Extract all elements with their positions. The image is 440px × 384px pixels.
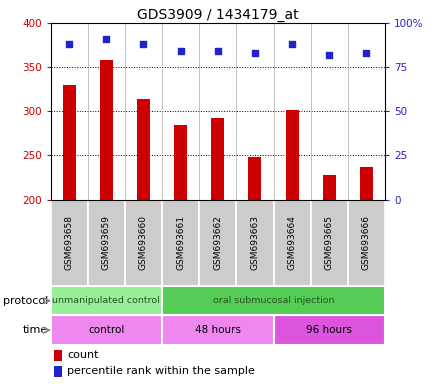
Bar (88, 200, 125, 286)
Point (363, 50, 370, 56)
Bar (162, 286, 385, 315)
Bar (162, 200, 199, 286)
Text: GSM693661: GSM693661 (176, 215, 185, 270)
Bar (348, 200, 385, 286)
Point (66, 41, 73, 47)
Point (251, 50, 258, 56)
Bar (323, 175, 336, 200)
Text: 96 hours: 96 hours (306, 325, 352, 335)
Text: GSM693664: GSM693664 (288, 215, 297, 270)
Text: time: time (23, 325, 48, 335)
Text: unmanipulated control: unmanipulated control (52, 296, 160, 305)
Bar (236, 200, 274, 286)
Text: GSM693660: GSM693660 (139, 215, 148, 270)
Bar (211, 118, 224, 200)
Bar (162, 315, 274, 345)
Text: GSM693666: GSM693666 (362, 215, 371, 270)
Text: GSM693665: GSM693665 (325, 215, 334, 270)
Text: protocol: protocol (3, 296, 48, 306)
Point (140, 41, 147, 47)
Bar (286, 109, 299, 200)
Bar (54, 350, 62, 361)
Bar (174, 124, 187, 200)
Text: GSM693662: GSM693662 (213, 215, 222, 270)
Bar (360, 167, 373, 200)
Point (326, 52, 333, 58)
Text: 48 hours: 48 hours (195, 325, 241, 335)
Bar (125, 200, 162, 286)
Bar (100, 60, 113, 200)
Bar (62, 85, 76, 200)
Text: GSM693658: GSM693658 (65, 215, 73, 270)
Text: oral submucosal injection: oral submucosal injection (213, 296, 334, 305)
Text: control: control (88, 325, 125, 335)
Bar (51, 286, 162, 315)
Text: percentile rank within the sample: percentile rank within the sample (67, 366, 255, 376)
Bar (274, 200, 311, 286)
Text: GSM693663: GSM693663 (250, 215, 260, 270)
Bar (311, 200, 348, 286)
Bar (274, 315, 385, 345)
Bar (199, 200, 236, 286)
Point (177, 48, 184, 55)
Bar (137, 99, 150, 200)
Point (214, 48, 221, 55)
Title: GDS3909 / 1434179_at: GDS3909 / 1434179_at (137, 8, 299, 22)
Point (103, 36, 110, 42)
Bar (249, 157, 261, 200)
Bar (51, 200, 88, 286)
Point (289, 41, 296, 47)
Bar (51, 315, 162, 345)
Text: GSM693659: GSM693659 (102, 215, 111, 270)
Bar (54, 366, 62, 377)
Text: count: count (67, 351, 99, 361)
